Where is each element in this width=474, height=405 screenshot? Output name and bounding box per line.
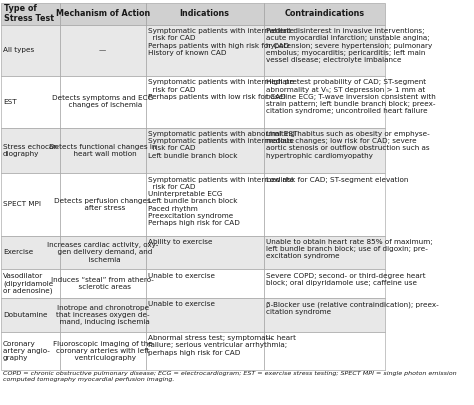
Bar [60, 128, 146, 173]
Bar [264, 332, 385, 370]
Text: Stress echocar-
diography: Stress echocar- diography [3, 144, 58, 157]
Text: Patient disinterest in invasive interventions;
acute myocardial infarction; unst: Patient disinterest in invasive interven… [266, 28, 432, 63]
Bar [60, 25, 146, 76]
Text: Unable to obtain heart rate 85% of maximum;
left bundle branch block; use of dig: Unable to obtain heart rate 85% of maxim… [266, 239, 432, 260]
Text: Unable to exercise: Unable to exercise [148, 301, 215, 307]
Bar [60, 269, 146, 298]
Text: COPD = chronic obstructive pulmonary disease; ECG = electrocardiogram; EST = exe: COPD = chronic obstructive pulmonary dis… [3, 371, 456, 382]
Bar [146, 3, 264, 25]
Bar [146, 298, 264, 332]
Bar [146, 76, 264, 128]
Text: Detects perfusion changes
  after stress: Detects perfusion changes after stress [55, 198, 151, 211]
Bar [0, 173, 60, 236]
Bar [0, 269, 60, 298]
Text: Indications: Indications [180, 9, 230, 18]
Text: Symptomatic patients with intermediate
  risk for CAD
Uninterpretable ECG
Left b: Symptomatic patients with intermediate r… [148, 177, 294, 226]
Text: β-Blocker use (relative contraindication); preex-
citation syndrome: β-Blocker use (relative contraindication… [266, 301, 438, 315]
Text: Low risk for CAD; ST-segment elevation: Low risk for CAD; ST-segment elevation [266, 177, 408, 183]
Bar [60, 332, 146, 370]
Bar [0, 298, 60, 332]
Bar [60, 298, 146, 332]
Text: Severe COPD; second- or third-degree heart
block; oral dipyridamole use; caffein: Severe COPD; second- or third-degree hea… [266, 273, 426, 286]
Text: Unable to exercise: Unable to exercise [148, 273, 215, 279]
Bar [146, 236, 264, 269]
Bar [0, 3, 60, 25]
Bar [0, 128, 60, 173]
Text: Increases cardiac activity, oxy-
  gen delivery demand, and
  ischemia: Increases cardiac activity, oxy- gen del… [47, 242, 158, 263]
Text: All types: All types [3, 47, 34, 53]
Bar [264, 76, 385, 128]
Text: Vasodilator
(dipyridamole
or adenosine): Vasodilator (dipyridamole or adenosine) [3, 273, 53, 294]
Bar [264, 128, 385, 173]
Text: Type of
Stress Test: Type of Stress Test [4, 4, 54, 23]
Bar [264, 269, 385, 298]
Bar [0, 332, 60, 370]
Bar [146, 269, 264, 298]
Text: Symptomatic patients with intermediate
  risk for CAD
Perhaps patients with high: Symptomatic patients with intermediate r… [148, 28, 294, 56]
Text: EST: EST [3, 99, 17, 105]
Bar [60, 3, 146, 25]
Bar [146, 173, 264, 236]
Text: Exercise: Exercise [3, 249, 33, 256]
Bar [264, 25, 385, 76]
Text: Limiting habitus such as obesity or emphyse-
matous changes; low risk for CAD; s: Limiting habitus such as obesity or emph… [266, 131, 429, 159]
Text: High pretest probability of CAD; ST-segment
abnormality at V₅; ST depression > 1: High pretest probability of CAD; ST-segm… [266, 79, 436, 115]
Bar [264, 173, 385, 236]
Text: Abnormal stress test; symptomatic heart
failure; serious ventricular arrhythmia;: Abnormal stress test; symptomatic heart … [148, 335, 296, 356]
Text: Detects functional changes in
  heart wall motion: Detects functional changes in heart wall… [49, 144, 156, 157]
Bar [0, 76, 60, 128]
Bar [0, 236, 60, 269]
Text: Symptomatic patients with abnormal EST
Symptomatic patients with intermediate
  : Symptomatic patients with abnormal EST S… [148, 131, 298, 159]
Text: Fluoroscopic imaging of the
coronary arteries with left
  ventriculography: Fluoroscopic imaging of the coronary art… [53, 341, 153, 361]
Bar [0, 25, 60, 76]
Text: Contraindications: Contraindications [284, 9, 365, 18]
Text: Ability to exercise: Ability to exercise [148, 239, 213, 245]
Bar [146, 25, 264, 76]
Text: SPECT MPI: SPECT MPI [3, 201, 41, 207]
Bar [60, 236, 146, 269]
Bar [0, 370, 385, 394]
Text: Detects symptoms and ECG
  changes of ischemia: Detects symptoms and ECG changes of isch… [52, 95, 153, 109]
Text: Coronary
artery angio-
graphy: Coronary artery angio- graphy [3, 341, 50, 361]
Text: Induces “steal” from athero-
  sclerotic areas: Induces “steal” from athero- sclerotic a… [51, 277, 154, 290]
Text: Inotrope and chronotrope
that increases oxygen de-
  mand, inducing ischemia: Inotrope and chronotrope that increases … [55, 305, 150, 325]
Bar [264, 3, 385, 25]
Bar [264, 236, 385, 269]
Text: —: — [99, 47, 106, 53]
Bar [60, 173, 146, 236]
Text: Dobutamine: Dobutamine [3, 312, 47, 318]
Bar [146, 128, 264, 173]
Text: Mechanism of Action: Mechanism of Action [55, 9, 150, 18]
Bar [264, 298, 385, 332]
Bar [60, 76, 146, 128]
Text: —: — [266, 335, 273, 341]
Text: Symptomatic patients with intermediate
  risk for CAD
Perhaps patients with low : Symptomatic patients with intermediate r… [148, 79, 294, 100]
Bar [146, 332, 264, 370]
